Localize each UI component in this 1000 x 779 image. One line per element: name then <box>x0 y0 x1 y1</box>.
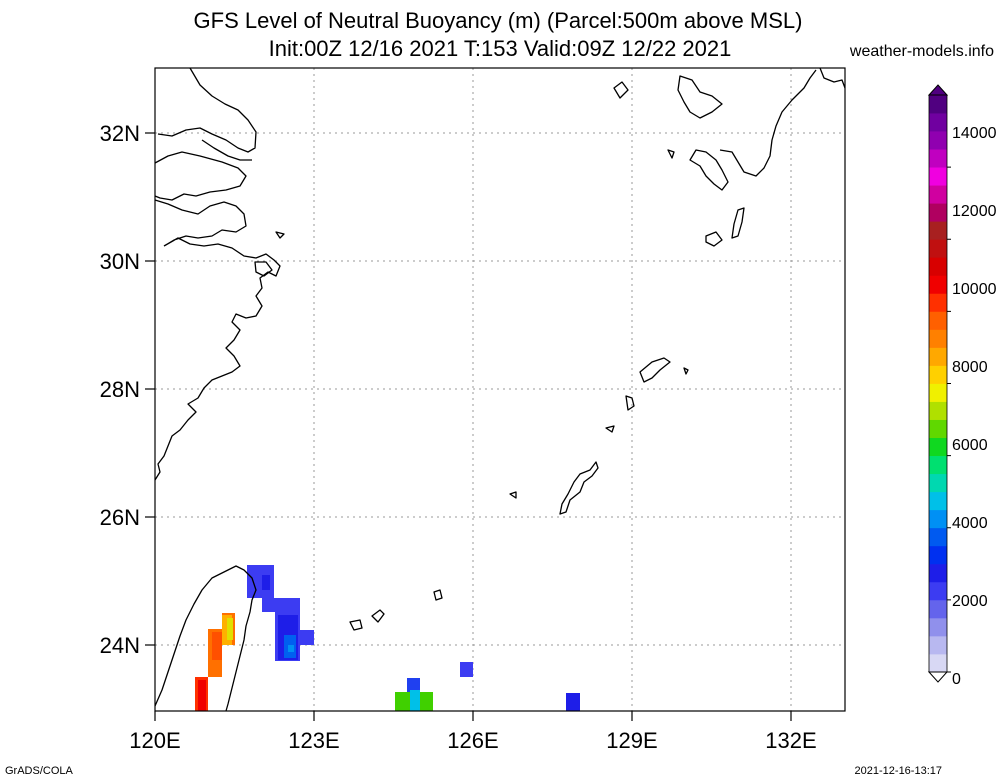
colorbar <box>927 84 951 683</box>
colorbar-swatch <box>929 293 947 312</box>
colorbar-swatch <box>929 257 947 276</box>
lat-label-26: 26N <box>100 505 140 530</box>
field-patch <box>262 575 270 590</box>
field-patch <box>288 645 294 652</box>
miyako-island <box>433 589 443 601</box>
kume-island <box>509 491 517 499</box>
colorbar-swatch <box>929 473 947 493</box>
colorbar-swatch <box>929 563 947 583</box>
coastlines <box>154 67 846 712</box>
colorbar-swatch <box>929 527 947 547</box>
colorbar-swatch <box>929 221 947 240</box>
china-coast <box>154 67 281 481</box>
field-patch <box>410 690 420 711</box>
colorbar-swatch <box>929 653 947 673</box>
lon-label-120: 120E <box>129 728 180 753</box>
lat-label-32: 32N <box>100 121 140 146</box>
colorbar-swatch <box>929 131 947 150</box>
colorbar-label-0: 0 <box>952 671 961 688</box>
buoyancy-field <box>195 565 580 711</box>
software-credit: GrADS/COLA <box>5 765 73 777</box>
colorbar-swatch <box>929 113 947 132</box>
colorbar-label-14000: 14000 <box>952 125 997 142</box>
colorbar-swatch <box>929 509 947 529</box>
graticule <box>155 68 845 711</box>
ishigaki-island <box>349 609 385 631</box>
lon-label-132: 132E <box>765 728 816 753</box>
colorbar-swatch <box>929 95 947 114</box>
colorbar-swatch <box>929 419 947 438</box>
colorbar-max-arrow <box>927 84 949 96</box>
yakushima <box>705 231 723 247</box>
render-timestamp: 2021-12-16-13:17 <box>854 765 942 777</box>
colorbar-swatch <box>929 401 947 420</box>
colorbar-swatch <box>929 581 947 601</box>
colorbar-swatch <box>929 383 947 402</box>
colorbar-label-6000: 6000 <box>952 437 988 454</box>
lon-label-129: 129E <box>606 728 657 753</box>
colorbar-label-2000: 2000 <box>952 593 988 610</box>
colorbar-swatch <box>929 365 947 384</box>
taiwan-coast <box>154 565 257 712</box>
colorbar-label-8000: 8000 <box>952 359 988 376</box>
colorbar-swatch <box>929 491 947 511</box>
amami-oshima <box>639 357 689 383</box>
colorbar-label-10000: 10000 <box>952 281 997 298</box>
zhoushan-island <box>275 231 285 239</box>
colorbar-swatch <box>929 311 947 330</box>
axis-ticks <box>145 132 792 721</box>
colorbar-swatch <box>929 347 947 366</box>
lat-label-28: 28N <box>100 377 140 402</box>
colorbar-swatch <box>929 329 947 348</box>
colorbar-swatch <box>929 617 947 637</box>
lat-labels: 32N 30N 28N 26N 24N <box>100 121 140 658</box>
field-patch <box>407 678 420 692</box>
tanegashima <box>731 207 745 239</box>
colorbar-swatch <box>929 149 947 168</box>
field-patch <box>566 693 580 711</box>
lon-label-123: 123E <box>288 728 339 753</box>
colorbar-swatch <box>929 203 947 222</box>
colorbar-label-12000: 12000 <box>952 203 997 220</box>
colorbar-labels: 0 2000 4000 6000 8000 10000 12000 14000 <box>952 125 997 688</box>
field-patch <box>227 618 233 640</box>
okinawa <box>559 461 599 515</box>
kyushu-coast <box>689 67 846 191</box>
lon-label-126: 126E <box>447 728 498 753</box>
lat-label-24: 24N <box>100 633 140 658</box>
colorbar-swatch <box>929 599 947 619</box>
hangzhou-bay <box>254 261 273 277</box>
colorbar-label-4000: 4000 <box>952 515 988 532</box>
kyushu-west <box>613 75 723 159</box>
field-patch <box>198 680 206 711</box>
chart-title: GFS Level of Neutral Buoyancy (m) (Parce… <box>193 8 803 33</box>
field-patch <box>212 632 222 660</box>
colorbar-swatch <box>929 635 947 655</box>
colorbar-swatch <box>929 455 947 475</box>
colorbar-swatch <box>929 167 947 186</box>
colorbar-swatch <box>929 239 947 258</box>
lat-label-30: 30N <box>100 249 140 274</box>
colorbar-swatch <box>929 545 947 565</box>
colorbar-swatch <box>929 275 947 294</box>
colorbar-min-arrow <box>927 671 949 683</box>
chart-subtitle: Init:00Z 12/16 2021 T:153 Valid:09Z 12/2… <box>268 36 732 61</box>
credit-label: weather-models.info <box>849 43 994 60</box>
lon-labels: 120E 123E 126E 129E 132E <box>129 728 816 753</box>
colorbar-swatch <box>929 185 947 204</box>
field-patch <box>460 662 473 677</box>
colorbar-swatch <box>929 437 947 457</box>
okinoerabu <box>605 425 615 433</box>
tokunoshima <box>625 395 635 411</box>
